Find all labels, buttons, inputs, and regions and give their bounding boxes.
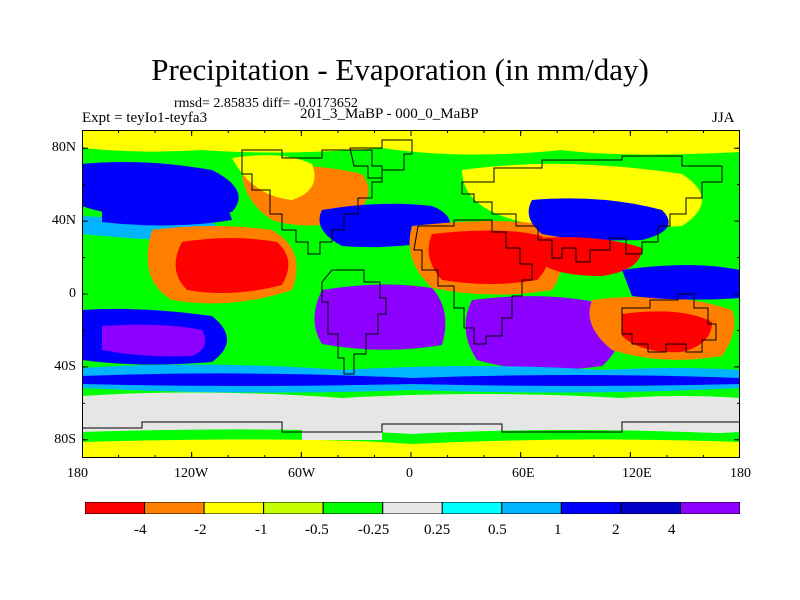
- coastline-south-america: [321, 269, 387, 375]
- field-contour: [82, 392, 740, 437]
- colorbar-box: [620, 502, 681, 514]
- field-contour: [465, 296, 620, 370]
- coastline-eurasia: [461, 155, 723, 263]
- coastline-outlines: [82, 139, 740, 433]
- field-contour: [82, 373, 740, 386]
- colorbar: [85, 502, 740, 514]
- colorbar-label: -0.25: [358, 522, 390, 538]
- coastline-north-america: [241, 149, 383, 255]
- colorbar-label: -2: [194, 522, 207, 538]
- colorbar-box: [144, 502, 205, 514]
- colorbar-box: [322, 502, 384, 514]
- colorbar-label: -4: [134, 522, 147, 538]
- colorbar-box: [501, 502, 562, 514]
- colorbar-label: -1: [255, 522, 268, 538]
- colorbar-box: [560, 502, 622, 514]
- x-tick-label: 120W: [174, 466, 209, 481]
- colorbar-label: -0.5: [305, 522, 329, 538]
- field-contour: [622, 311, 712, 353]
- field-contour: [232, 155, 315, 200]
- x-tick-label: 120E: [622, 466, 652, 481]
- chart-title: Precipitation - Evaporation (in mm/day): [151, 52, 649, 87]
- field-contour: [622, 265, 740, 300]
- tick-marks: [82, 130, 740, 458]
- colorbar-label: 1: [554, 522, 562, 538]
- map-plot: [82, 130, 740, 458]
- y-tick-label: 0: [69, 286, 76, 301]
- chart-subtitle: 201_3_MaBP - 000_0_MaBP: [300, 106, 479, 122]
- y-tick-label: 80S: [54, 432, 76, 447]
- field-contour: [102, 324, 206, 357]
- colorbar-label: 0.25: [424, 522, 451, 538]
- stats-label: rmsd= 2.85835 diff= -0.0173652: [174, 96, 358, 111]
- colorbar-box: [85, 502, 146, 514]
- colorbar-label: 4: [668, 522, 676, 538]
- y-tick-label: 80N: [51, 140, 76, 155]
- coastline-australia: [621, 293, 717, 353]
- season-label: JJA: [712, 110, 735, 126]
- colorbar-box: [679, 502, 740, 514]
- colorbar-box: [263, 502, 324, 514]
- x-tick-label: 180: [730, 466, 751, 481]
- x-tick-label: 60W: [288, 466, 316, 481]
- colorbar-box: [441, 502, 503, 514]
- field-contour: [102, 177, 232, 226]
- field-contour: [82, 130, 740, 155]
- colorbar-box: [203, 502, 265, 514]
- x-tick-label: 60E: [512, 466, 535, 481]
- x-tick-label: 180: [67, 466, 88, 481]
- coastline-antarctica: [82, 421, 740, 433]
- y-tick-label: 40N: [51, 213, 76, 228]
- colorbar-label: 0.5: [488, 522, 507, 538]
- field-contour: [314, 284, 446, 350]
- y-tick-label: 40S: [54, 359, 76, 374]
- field-contour: [428, 230, 549, 284]
- colorbar-box: [382, 502, 443, 514]
- field-contour: [82, 439, 740, 458]
- coastline-africa: [413, 219, 533, 345]
- coastline-greenland: [349, 139, 413, 179]
- colorbar-label: 2: [612, 522, 620, 538]
- field-contour: [175, 238, 289, 294]
- x-tick-label: 0: [406, 466, 413, 481]
- experiment-label: Expt = teyIo1-teyfa3: [82, 110, 208, 126]
- field-contour: [528, 198, 669, 241]
